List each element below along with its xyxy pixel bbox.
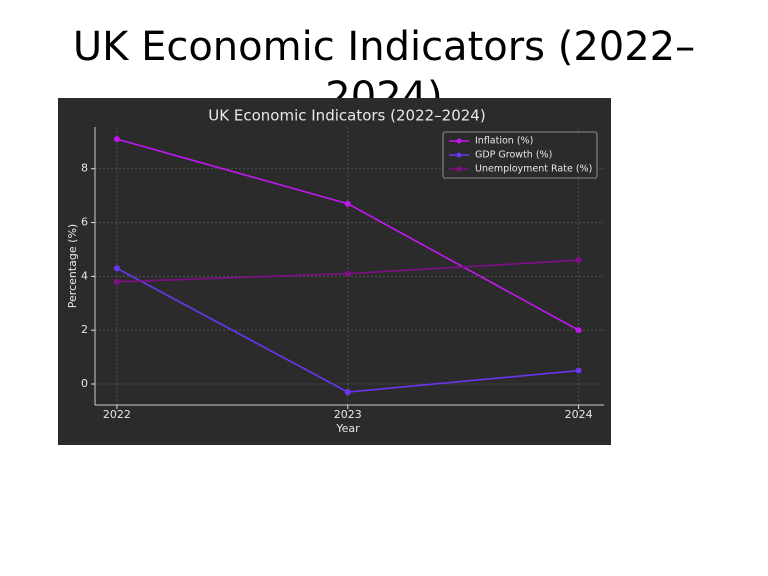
legend-label: Inflation (%) [475,136,533,147]
chart-title: UK Economic Indicators (2022–2024) [208,107,485,125]
y-axis-label: Percentage (%) [66,224,79,308]
x-axis-label: Year [335,422,360,435]
data-point [113,265,120,272]
data-point [344,389,351,396]
legend-marker [456,138,462,144]
data-point [344,200,351,207]
data-point [575,327,582,334]
legend-label: GDP Growth (%) [475,150,552,161]
y-tick-label: 6 [81,216,88,229]
x-tick-label: 2022 [103,408,131,421]
legend-marker [456,152,462,158]
legend-box [442,131,598,179]
y-tick-label: 2 [81,323,88,336]
x-tick-label: 2023 [334,408,362,421]
data-point [575,257,582,264]
data-point [113,278,120,285]
y-tick-label: 0 [81,377,88,390]
data-point [113,136,120,143]
y-tick-label: 4 [81,269,88,282]
slide-title: UK Economic Indicators (2022–2024) [72,24,696,120]
x-tick-label: 2024 [565,408,593,421]
legend-marker [456,166,462,172]
chart: UK Economic Indicators (2022–2024) Year … [58,98,611,445]
y-tick-label: 8 [81,162,88,175]
data-point [575,367,582,374]
data-point [344,270,351,277]
legend-label: Unemployment Rate (%) [475,164,592,175]
